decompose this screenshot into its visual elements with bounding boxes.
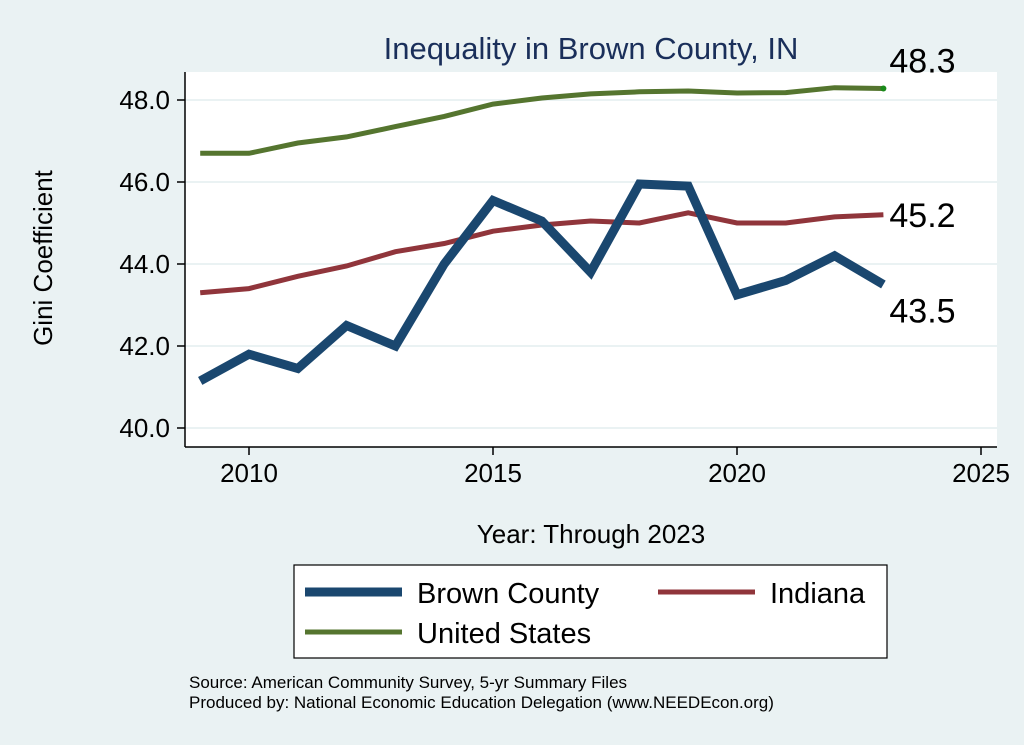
y-tick-label: 44.0 — [119, 249, 170, 279]
x-tick-label: 2010 — [220, 458, 278, 488]
legend-label-brown-county: Brown County — [417, 578, 600, 610]
legend-label-united-states: United States — [417, 618, 591, 650]
legend-label-indiana: Indiana — [770, 578, 866, 610]
y-tick-label: 42.0 — [119, 331, 170, 361]
x-tick-label: 2020 — [708, 458, 766, 488]
chart-title: Inequality in Brown County, IN — [384, 31, 799, 66]
y-axis-ticks: 40.0 42.0 44.0 46.0 48.0 — [119, 85, 185, 443]
y-tick-label: 48.0 — [119, 85, 170, 115]
y-tick-label: 40.0 — [119, 413, 170, 443]
series-line-brown-county — [198, 179, 886, 385]
y-tick-label: 46.0 — [119, 167, 170, 197]
producer-note: Produced by: National Economic Education… — [189, 693, 774, 712]
plot-area — [185, 72, 997, 447]
x-axis-label: Year: Through 2023 — [477, 519, 705, 549]
x-tick-label: 2015 — [464, 458, 522, 488]
end-label-united-states: 48.3 — [889, 43, 955, 81]
x-axis-ticks: 2010 2015 2020 2025 — [220, 447, 1010, 488]
y-axis-label: Gini Coefficient — [28, 169, 58, 346]
x-tick-label: 2025 — [952, 458, 1010, 488]
end-label-indiana: 45.2 — [889, 197, 955, 235]
legend: Brown County Indiana United States — [293, 564, 888, 659]
end-label-brown-county: 43.5 — [889, 293, 955, 331]
end-point-united-states — [880, 85, 887, 92]
series-lines — [198, 85, 887, 385]
series-line-united-states — [200, 85, 884, 156]
end-labels: 43.5 45.2 48.3 — [889, 43, 955, 331]
legend-box — [293, 564, 888, 659]
source-note: Source: American Community Survey, 5-yr … — [189, 673, 627, 692]
